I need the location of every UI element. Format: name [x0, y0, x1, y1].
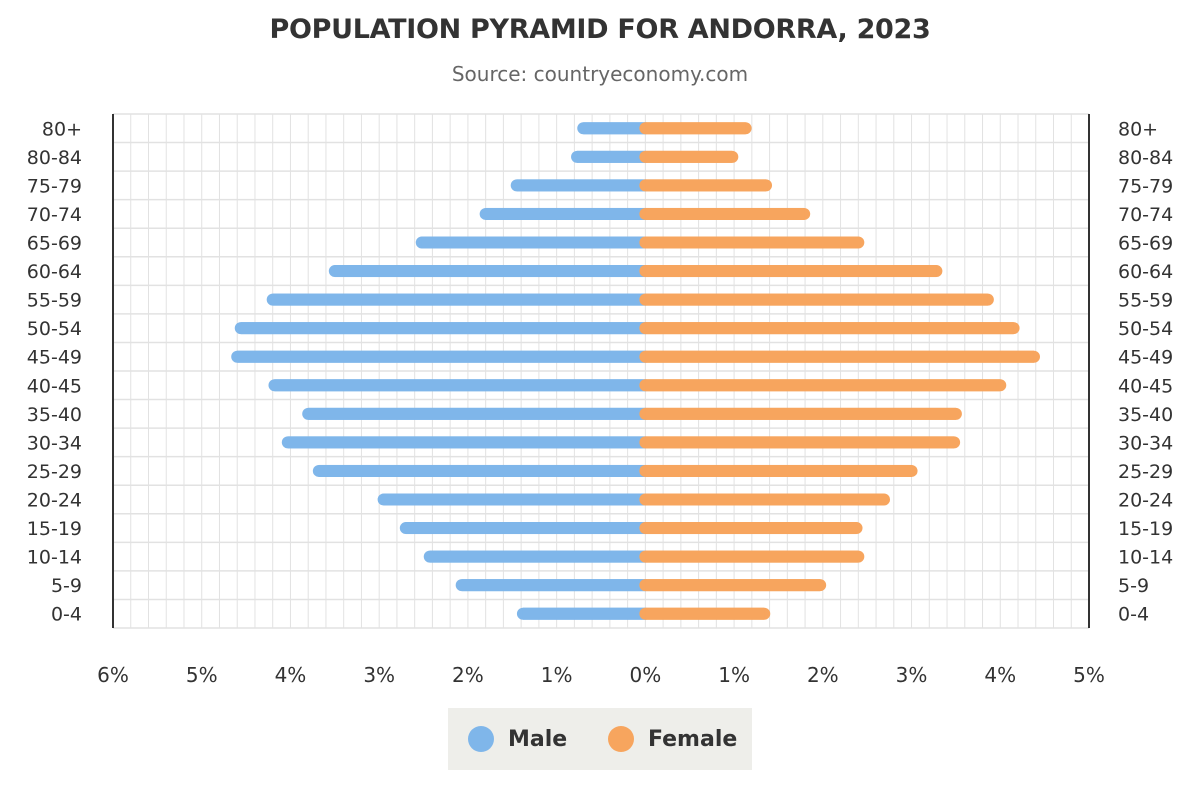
bar-female-body — [645, 493, 885, 506]
y-tick-label-left: 5-9 — [51, 575, 82, 597]
chart-title: POPULATION PYRAMID FOR ANDORRA, 2023 — [269, 14, 931, 45]
bar-female-body — [645, 207, 805, 220]
bar-male-body — [272, 293, 646, 306]
bar-female-body — [645, 179, 767, 192]
legend-item-female[interactable]: Female — [608, 708, 737, 770]
y-tick-label-left: 60-64 — [27, 261, 82, 283]
legend-item-male[interactable]: Male — [468, 708, 567, 770]
bar-female-body — [645, 436, 955, 449]
x-tick-label: 0% — [629, 663, 661, 687]
y-tick-label-left: 40-45 — [27, 375, 82, 397]
bar-male-body — [383, 493, 646, 506]
y-tick-label-left: 45-49 — [27, 347, 82, 369]
y-tick-label-left: 55-59 — [27, 290, 82, 312]
y-tick-label-right: 0-4 — [1118, 604, 1149, 626]
bar-female-body — [645, 607, 765, 620]
y-tick-label-right: 5-9 — [1118, 575, 1149, 597]
bar-male-body — [429, 550, 646, 563]
bar-male-body — [583, 122, 646, 135]
y-tick-label-right: 70-74 — [1118, 204, 1173, 226]
bar-male-body — [287, 436, 646, 449]
legend-label-male: Male — [508, 726, 568, 752]
y-tick-label-left: 35-40 — [27, 404, 82, 426]
bar-male-body — [421, 236, 646, 249]
y-tick-label-right: 55-59 — [1118, 290, 1173, 312]
y-tick-label-left: 75-79 — [27, 175, 82, 197]
y-tick-label-left: 15-19 — [27, 518, 82, 540]
y-tick-label-left: 0-4 — [51, 604, 82, 626]
x-tick-label: 4% — [984, 663, 1016, 687]
bar-female-body — [645, 293, 988, 306]
y-tick-label-left: 50-54 — [27, 318, 82, 340]
y-tick-label-left: 80-84 — [27, 147, 82, 169]
y-tick-label-left: 70-74 — [27, 204, 82, 226]
bar-female-body — [645, 464, 912, 477]
x-tick-label: 4% — [275, 663, 307, 687]
bar-female-body — [645, 150, 733, 163]
chart-subtitle: Source: countryeconomy.com — [451, 62, 749, 86]
x-tick-label: 2% — [807, 663, 839, 687]
bar-male-body — [318, 464, 646, 477]
y-tick-label-left: 25-29 — [27, 461, 82, 483]
y-tick-label-right: 40-45 — [1118, 375, 1173, 397]
legend-label-female: Female — [648, 726, 738, 752]
bar-female-body — [645, 522, 857, 535]
bar-female-body — [645, 265, 937, 278]
bar-female-body — [645, 350, 1034, 363]
bar-female-body — [645, 579, 821, 592]
bar-female-body — [645, 236, 859, 249]
y-tick-label-left: 65-69 — [27, 233, 82, 255]
bar-female-body — [645, 379, 1001, 392]
bar-male-body — [237, 350, 646, 363]
bar-male-body — [485, 207, 646, 220]
x-tick-label: 5% — [186, 663, 218, 687]
x-tick-label: 2% — [452, 663, 484, 687]
y-tick-label-right: 60-64 — [1118, 261, 1173, 283]
y-tick-label-right: 75-79 — [1118, 175, 1173, 197]
x-tick-label: 1% — [541, 663, 573, 687]
x-tick-label: 1% — [718, 663, 750, 687]
y-tick-label-right: 65-69 — [1118, 233, 1173, 255]
bar-female-body — [645, 407, 956, 420]
x-tick-label: 6% — [97, 663, 129, 687]
y-tick-label-left: 20-24 — [27, 490, 82, 512]
y-tick-label-right: 50-54 — [1118, 318, 1173, 340]
legend: Male Female — [448, 708, 752, 770]
y-tick-label-left: 80+ — [42, 118, 82, 140]
y-tick-label-right: 25-29 — [1118, 461, 1173, 483]
bar-male-body — [405, 522, 646, 535]
bar-male-body — [240, 322, 646, 335]
x-tick-label: 5% — [1073, 663, 1105, 687]
bar-male-body — [516, 179, 646, 192]
y-tick-label-right: 30-34 — [1118, 432, 1173, 454]
bar-male-body — [308, 407, 646, 420]
bar-female-body — [645, 550, 859, 563]
bar-male-body — [334, 265, 646, 278]
y-tick-label-left: 10-14 — [27, 547, 82, 569]
x-tick-label: 3% — [896, 663, 928, 687]
female-swatch-icon — [608, 726, 634, 752]
bar-female-body — [645, 122, 746, 135]
y-tick-label-right: 15-19 — [1118, 518, 1173, 540]
bar-male-body — [461, 579, 646, 592]
y-tick-label-right: 80-84 — [1118, 147, 1173, 169]
bar-male-body — [274, 379, 646, 392]
y-tick-label-right: 10-14 — [1118, 547, 1173, 569]
x-tick-label: 3% — [363, 663, 395, 687]
y-tick-label-right: 45-49 — [1118, 347, 1173, 369]
bar-male-body — [522, 607, 646, 620]
y-tick-label-left: 30-34 — [27, 432, 82, 454]
male-swatch-icon — [468, 726, 494, 752]
y-tick-label-right: 35-40 — [1118, 404, 1173, 426]
bar-male-body — [577, 150, 646, 163]
y-tick-label-right: 20-24 — [1118, 490, 1173, 512]
y-tick-label-right: 80+ — [1118, 118, 1158, 140]
bar-female-body — [645, 322, 1014, 335]
